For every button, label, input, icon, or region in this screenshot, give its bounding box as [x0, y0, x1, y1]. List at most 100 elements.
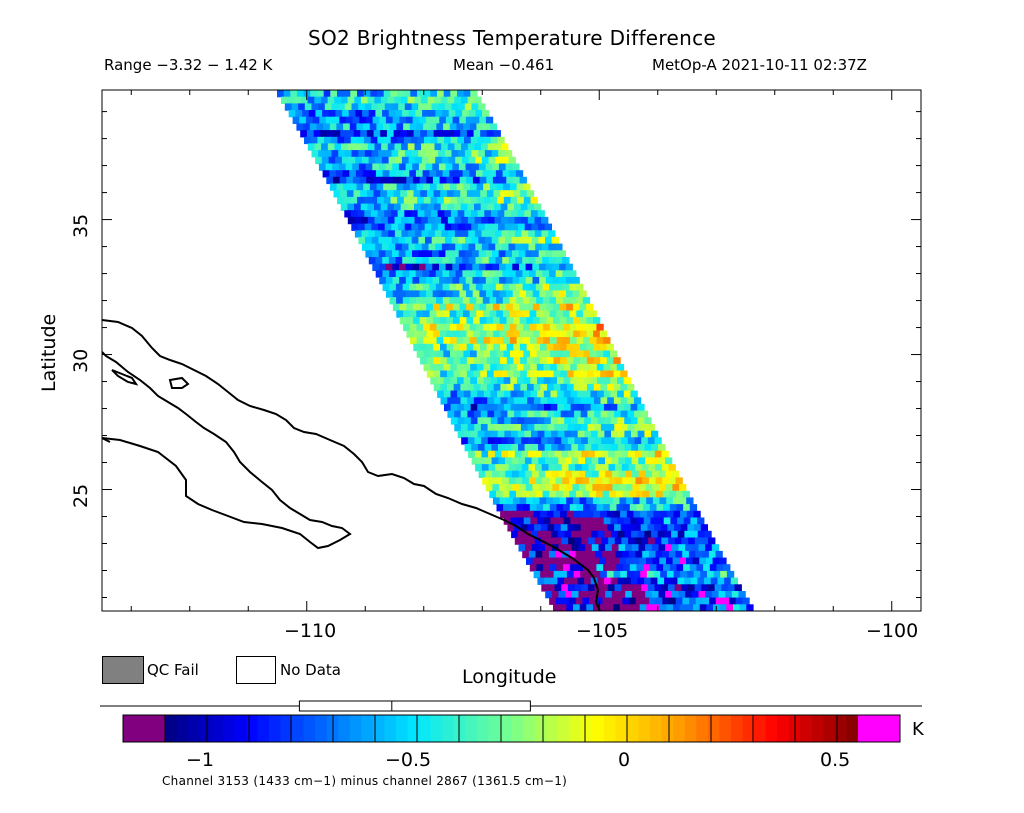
- swath-pixel: [610, 350, 618, 358]
- swath-pixel: [408, 230, 416, 238]
- swath-pixel: [527, 410, 535, 418]
- swath-pixel: [576, 504, 584, 512]
- swath-pixel: [490, 377, 498, 385]
- swath-pixel: [549, 310, 557, 318]
- swath-pixel: [396, 183, 404, 191]
- swath-pixel: [534, 424, 542, 432]
- swath-pixel: [392, 263, 400, 271]
- swath-pixel: [526, 303, 534, 311]
- swath-pixel: [549, 490, 557, 499]
- swath-pixel: [505, 263, 513, 271]
- swath-pixel: [495, 257, 503, 265]
- swath-pixel: [441, 243, 450, 251]
- swath-pixel: [477, 377, 485, 385]
- swath-pixel: [407, 216, 416, 225]
- swath-pixel: [452, 263, 460, 271]
- swath-pixel: [587, 383, 595, 392]
- swath-pixel: [494, 216, 502, 225]
- swath-pixel: [409, 123, 418, 131]
- swath-pixel: [599, 484, 607, 492]
- swath-pixel: [676, 504, 684, 512]
- swath-pixel: [535, 257, 543, 265]
- swath-pixel: [579, 497, 587, 505]
- swath-pixel: [487, 424, 495, 432]
- swath-pixel: [458, 150, 466, 158]
- swath-pixel: [509, 183, 518, 191]
- swath-pixel: [552, 470, 560, 478]
- swath-pixel: [588, 550, 597, 559]
- swath-pixel: [523, 517, 531, 525]
- swath-pixel: [423, 350, 431, 358]
- swath-pixel: [389, 270, 397, 278]
- swath-pixel: [613, 370, 621, 378]
- swath-pixel: [601, 537, 609, 545]
- swath-pixel: [323, 90, 331, 98]
- swath-pixel: [606, 343, 614, 352]
- swath-pixel: [454, 424, 462, 432]
- swath-pixel: [555, 550, 563, 559]
- swath-pixel: [578, 591, 586, 599]
- swath-pixel: [483, 196, 492, 205]
- swath-pixel: [553, 343, 561, 352]
- swath-pixel: [572, 497, 581, 505]
- swath-pixel: [545, 591, 553, 599]
- swath-pixel: [344, 136, 352, 145]
- swath-pixel: [406, 190, 415, 198]
- x-axis-label: Longitude: [462, 666, 557, 688]
- swath-pixel: [497, 377, 505, 385]
- swath-pixel: [425, 163, 433, 171]
- swath-pixel: [496, 310, 504, 318]
- swath-pixel: [583, 350, 591, 358]
- swath-pixel: [414, 143, 422, 151]
- swath-pixel: [472, 250, 480, 258]
- swath-pixel: [415, 170, 424, 178]
- swath-pixel: [558, 591, 566, 599]
- swath-pixel: [407, 203, 415, 211]
- swath-pixel: [481, 243, 490, 251]
- swath-pixel: [490, 363, 498, 372]
- swath-pixel: [396, 310, 404, 318]
- swath-pixel: [439, 263, 447, 271]
- swath-pixel: [324, 103, 333, 111]
- swath-pixel: [535, 550, 543, 559]
- swath-pixel: [392, 303, 401, 311]
- swath-pixel: [375, 156, 383, 165]
- swath-pixel: [426, 330, 434, 338]
- swath-pixel: [391, 150, 399, 158]
- swath-pixel: [390, 90, 398, 98]
- swath-pixel: [545, 484, 553, 492]
- swath-pixel: [327, 143, 336, 151]
- swath-pixel: [435, 243, 443, 251]
- swath-pixel: [628, 537, 636, 545]
- swath-pixel: [516, 350, 524, 358]
- swath-pixel: [486, 303, 494, 311]
- swath-pixel: [364, 223, 372, 231]
- swath-pixel: [689, 504, 698, 512]
- swath-pixel: [457, 210, 465, 218]
- swath-pixel: [543, 564, 551, 572]
- swath-pixel: [491, 430, 499, 438]
- swath-pixel: [561, 584, 569, 592]
- swath-pixel: [571, 544, 580, 552]
- swath-pixel: [533, 510, 541, 519]
- swath-pixel: [683, 517, 691, 525]
- swath-pixel: [621, 584, 629, 592]
- swath-pixel: [379, 116, 387, 124]
- swath-pixel: [402, 257, 410, 265]
- swath-pixel: [617, 430, 625, 438]
- swath-pixel: [620, 370, 628, 378]
- swath-pixel: [432, 250, 440, 258]
- swath-pixel: [587, 524, 595, 532]
- swath-pixel: [550, 390, 558, 398]
- swath-pixel: [510, 210, 519, 218]
- swath-pixel: [418, 223, 426, 231]
- swath-pixel: [449, 283, 457, 291]
- swath-pixel: [489, 283, 497, 291]
- swath-pixel: [550, 403, 558, 412]
- swath-pixel: [604, 530, 612, 539]
- swath-pixel: [676, 564, 684, 572]
- swath-pixel: [640, 524, 648, 532]
- swath-pixel: [325, 163, 333, 171]
- swath-pixel: [341, 143, 349, 151]
- swath-pixel: [519, 303, 527, 311]
